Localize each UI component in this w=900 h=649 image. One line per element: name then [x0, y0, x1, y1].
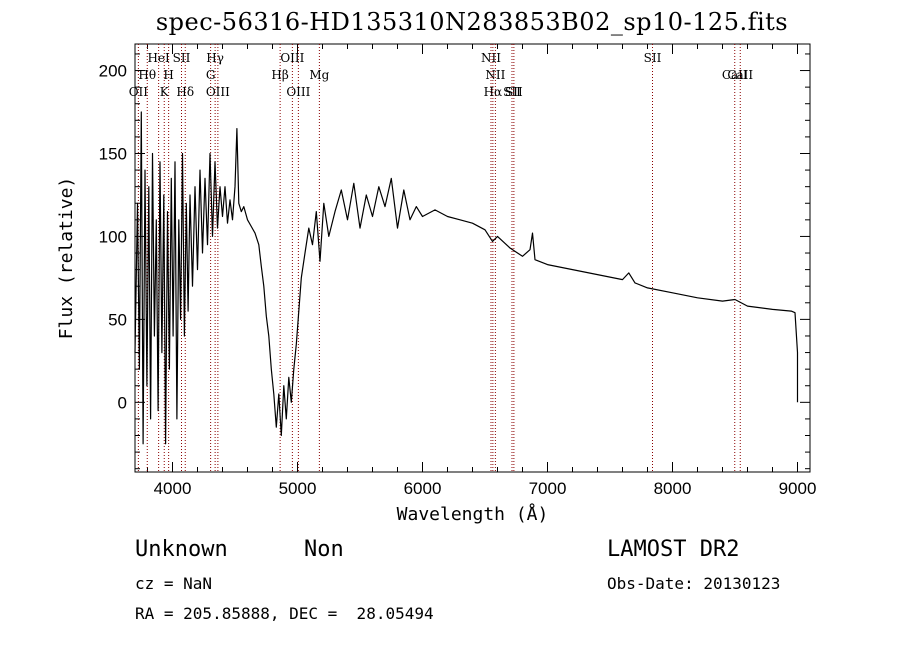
- line-marker-label: NII: [481, 51, 501, 65]
- survey-name: LAMOST DR2: [607, 537, 740, 562]
- y-tick-label: 50: [108, 310, 127, 329]
- line-marker-label: Hα: [484, 85, 503, 99]
- line-marker-label: K: [160, 85, 170, 99]
- y-axis-label: Flux (relative): [56, 177, 77, 340]
- cz-value: cz = NaN: [135, 574, 213, 593]
- object-subclass: Non: [304, 537, 344, 562]
- line-marker-label: CaII: [727, 68, 753, 82]
- line-marker-label: SII: [503, 85, 521, 99]
- line-marker-label: Hγ: [206, 51, 224, 65]
- line-marker-label: Hδ: [176, 85, 194, 99]
- y-tick-label: 0: [118, 393, 127, 412]
- line-marker-label: SII: [173, 51, 191, 65]
- x-tick-label: 6000: [404, 479, 442, 498]
- y-tick-label: 150: [99, 144, 127, 163]
- line-marker-label: Mg: [309, 68, 329, 82]
- line-marker-label: Hθ: [138, 68, 156, 82]
- x-tick-label: 7000: [529, 479, 567, 498]
- x-tick-label: 8000: [654, 479, 692, 498]
- y-tick-label: 200: [99, 62, 127, 81]
- line-marker-label: OIII: [280, 51, 304, 65]
- line-marker-label: HeI: [147, 51, 170, 65]
- plot-frame: [134, 43, 811, 473]
- line-marker-label: SII: [644, 51, 662, 65]
- obs-date: Obs-Date: 20130123: [607, 574, 781, 593]
- line-marker-label: OII: [129, 85, 149, 99]
- x-tick-label: 9000: [779, 479, 817, 498]
- spectrum-line: [134, 111, 799, 445]
- chart-title: spec-56316-HD135310N283853B02_sp10-125.f…: [155, 8, 789, 36]
- y-tick-label: 100: [99, 227, 127, 246]
- line-marker-label: H: [163, 68, 173, 82]
- line-marker-label: Hβ: [271, 68, 288, 82]
- object-class: Unknown: [135, 537, 228, 562]
- line-marker-label: G: [206, 68, 216, 82]
- line-marker-label: SII: [505, 85, 523, 99]
- line-marker-label: CaII: [722, 68, 748, 82]
- x-tick-label: 5000: [279, 479, 317, 498]
- line-marker-label: OIII: [286, 85, 310, 99]
- ra-dec: RA = 205.85888, DEC = 28.05494: [135, 604, 434, 623]
- x-tick-label: 4000: [154, 479, 192, 498]
- line-marker-label: NII: [485, 68, 505, 82]
- line-marker-label: OIII: [206, 85, 230, 99]
- x-axis-label: Wavelength (Å): [397, 503, 549, 525]
